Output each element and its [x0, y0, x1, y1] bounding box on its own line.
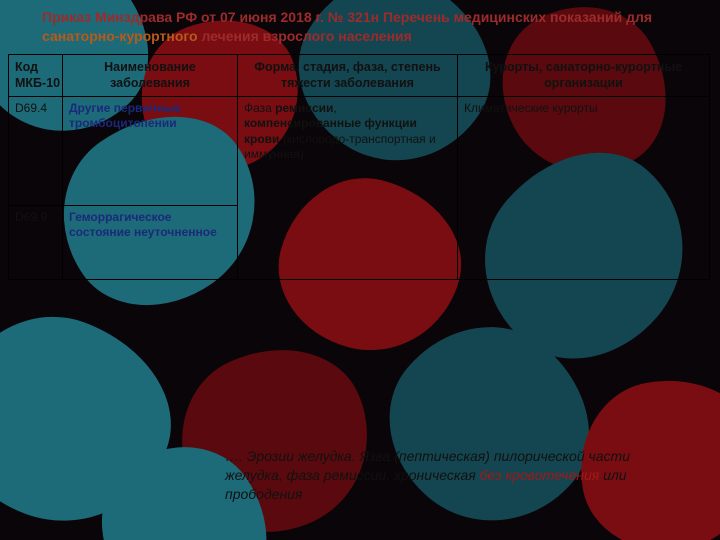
table-row: D69.4 Другие первичные тромбоцитопении Ф…	[9, 96, 710, 205]
th-name: Наименование заболевания	[63, 55, 238, 97]
title-red-2: лечения взрослого населения	[201, 28, 411, 44]
footnote-red: без кровотечения	[480, 467, 603, 483]
cell-name: Другие первичные тромбоцитопении	[63, 96, 238, 205]
cell-code: D69.9	[9, 205, 63, 279]
cell-resort: Климатические курорты	[458, 96, 710, 279]
th-phase: Форма, стадия, фаза, степень тяжести заб…	[238, 55, 458, 97]
cell-code: D69.4	[9, 96, 63, 205]
document-title: Приказ Минздрава РФ от 07 июня 2018 г. №…	[42, 8, 680, 46]
indications-table-wrap: Код МКБ-10 Наименование заболевания Форм…	[8, 54, 710, 280]
th-code: Код МКБ-10	[9, 55, 63, 97]
title-red-1: Приказ Минздрава РФ от 07 июня 2018 г. №…	[42, 9, 652, 25]
indications-table: Код МКБ-10 Наименование заболевания Форм…	[8, 54, 710, 280]
th-resort: Курорты, санаторно-курортные организации	[458, 55, 710, 97]
title-orange: санаторно-курортного	[42, 28, 201, 44]
footnote-box: …. Эрозии желудка. Язва (пептическая) пи…	[213, 439, 692, 512]
cell-name: Геморрагическое состояние неуточненное	[63, 205, 238, 279]
table-header-row: Код МКБ-10 Наименование заболевания Форм…	[9, 55, 710, 97]
cell-phase: Фаза ремиссии, компенсированные функции …	[238, 96, 458, 279]
